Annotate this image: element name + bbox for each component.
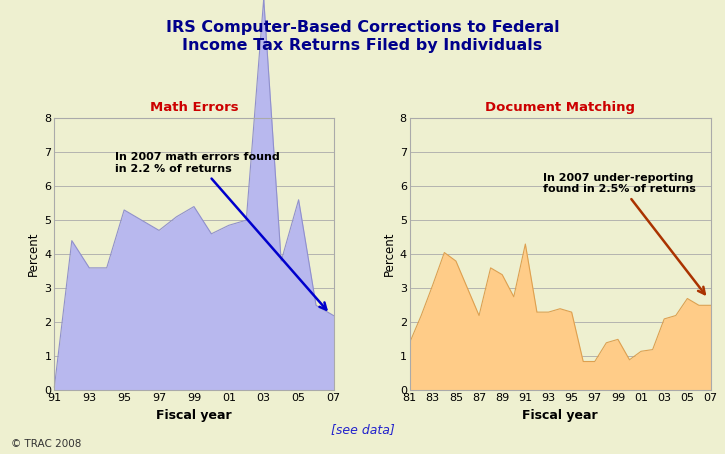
X-axis label: Fiscal year: Fiscal year [156, 409, 232, 422]
Y-axis label: Percent: Percent [383, 232, 396, 276]
Title: Math Errors: Math Errors [149, 101, 239, 114]
Text: In 2007 math errors found
in 2.2 % of returns: In 2007 math errors found in 2.2 % of re… [115, 152, 326, 310]
Text: IRS Computer-Based Corrections to Federal
Income Tax Returns Filed by Individual: IRS Computer-Based Corrections to Federa… [166, 20, 559, 53]
X-axis label: Fiscal year: Fiscal year [522, 409, 598, 422]
Text: © TRAC 2008: © TRAC 2008 [11, 439, 81, 449]
Y-axis label: Percent: Percent [28, 232, 41, 276]
Title: Document Matching: Document Matching [485, 101, 635, 114]
Text: [see data]: [see data] [331, 423, 394, 436]
Text: In 2007 under-reporting
found in 2.5% of returns: In 2007 under-reporting found in 2.5% of… [543, 173, 705, 294]
